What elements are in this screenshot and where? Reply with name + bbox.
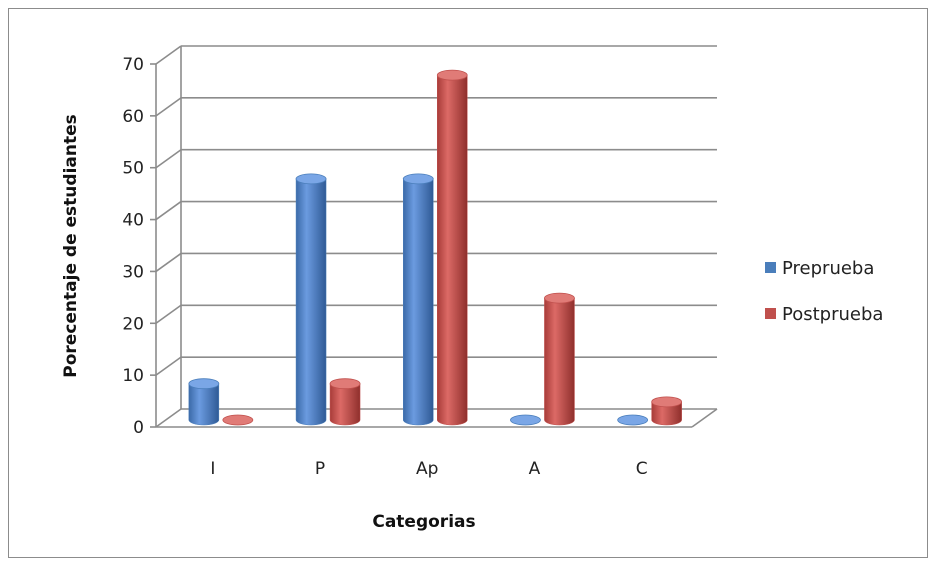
y-axis-title: Porecentaje de estudiantes (61, 114, 81, 377)
gridline-side-40 (155, 200, 182, 221)
x-tick-label: I (210, 459, 215, 479)
legend-swatch-postprueba (765, 308, 776, 319)
legend-swatch-preprueba (765, 262, 776, 273)
y-tick-label: 30 (122, 262, 144, 282)
y-tick-label: 60 (122, 107, 144, 127)
x-tick-label: Ap (416, 459, 438, 479)
legend-label-postprueba: Postprueba (782, 304, 883, 325)
gridline-side-60 (155, 97, 182, 117)
floor-right-edge (691, 408, 718, 428)
x-axis-title: Categorias (372, 512, 475, 532)
gridline-side-30 (155, 252, 182, 273)
gridlines (155, 45, 717, 428)
bar-postprueba-ap (436, 69, 468, 426)
gridline-side-70 (155, 45, 182, 65)
bar-preprueba-i (188, 378, 220, 426)
bar-postprueba-i (222, 414, 254, 426)
y-tick-label: 20 (122, 314, 144, 334)
y-tick-label: 0 (133, 418, 144, 438)
gridline-side-20 (155, 304, 182, 324)
bar-preprueba-ap (402, 173, 434, 426)
y-tick-label: 70 (122, 55, 144, 75)
bar-postprueba-c (651, 396, 683, 426)
gridline-side-50 (155, 149, 182, 169)
gridline-side-0 (155, 408, 182, 428)
gridline-side-10 (155, 356, 182, 376)
bar-preprueba-p (295, 173, 327, 426)
axes (150, 46, 718, 428)
chart-frame (8, 8, 928, 558)
x-tick-label: P (315, 459, 325, 479)
bar-postprueba-p (329, 378, 361, 426)
legend-label-preprueba: Preprueba (782, 258, 874, 279)
bar-preprueba-a (510, 414, 541, 426)
bars (188, 69, 683, 426)
tick-labels: 0 10 20 30 40 50 60 70 I P Ap A C (122, 55, 647, 479)
legend: Preprueba Postprueba (765, 258, 883, 325)
y-tick-label: 10 (122, 366, 144, 386)
x-tick-label: A (529, 459, 541, 479)
y-tick-label: 50 (122, 159, 144, 179)
x-tick-label: C (636, 459, 648, 479)
bar-preprueba-c (617, 414, 649, 426)
y-tick-label: 40 (122, 211, 144, 231)
bar-postprueba-a (544, 292, 575, 426)
